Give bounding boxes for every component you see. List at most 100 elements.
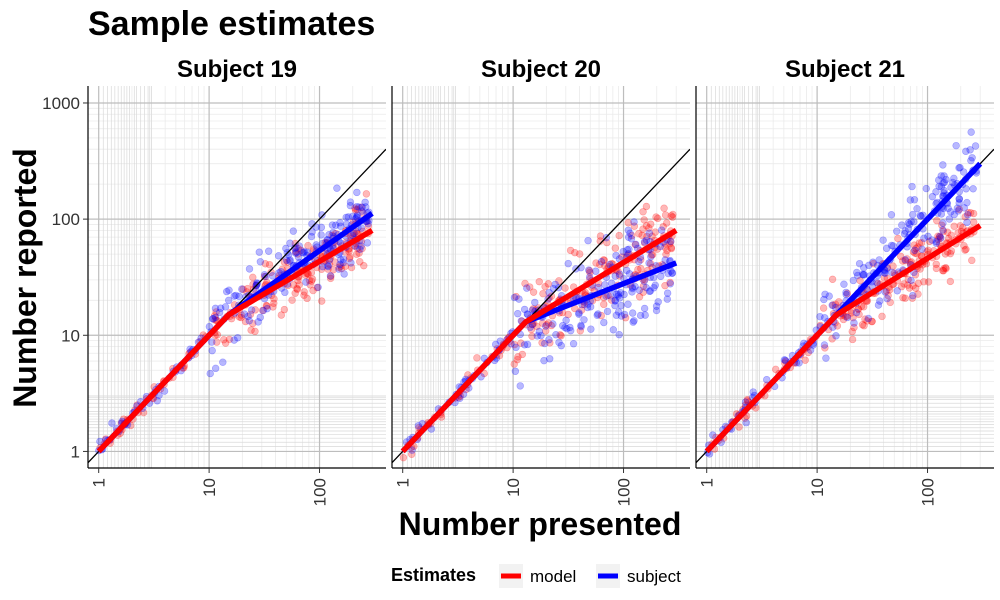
point-subject — [935, 182, 943, 191]
point-subject — [516, 382, 524, 390]
point-model — [309, 286, 317, 295]
point-subject — [545, 288, 553, 297]
legend-label-subject: subject — [627, 567, 681, 586]
point-model — [300, 288, 308, 296]
point-subject — [606, 292, 615, 300]
point-subject — [353, 213, 361, 222]
point-model — [661, 211, 670, 219]
point-subject — [911, 246, 919, 255]
point-subject — [219, 358, 227, 366]
point-model — [899, 294, 907, 302]
point-subject — [651, 281, 659, 289]
point-model — [637, 256, 645, 264]
point-subject — [882, 244, 891, 253]
point-subject — [208, 346, 216, 355]
point-model — [962, 245, 970, 254]
point-model — [946, 249, 955, 258]
point-subject — [597, 257, 606, 266]
point-subject — [709, 431, 717, 439]
point-model — [331, 258, 339, 266]
point-subject — [358, 207, 366, 215]
point-subject — [945, 215, 954, 223]
point-subject — [240, 310, 249, 318]
point-model — [212, 308, 220, 316]
point-subject — [910, 218, 918, 226]
point-subject — [216, 304, 225, 312]
point-model — [950, 222, 958, 230]
point-subject — [614, 292, 622, 300]
point-model — [304, 241, 312, 250]
point-subject — [955, 164, 963, 172]
point-model — [938, 221, 946, 229]
point-subject — [286, 256, 294, 264]
point-subject — [427, 425, 436, 433]
point-model — [652, 213, 660, 221]
point-subject — [510, 293, 519, 302]
point-subject — [963, 211, 972, 219]
point-subject — [971, 142, 980, 150]
point-subject — [628, 309, 637, 317]
point-subject — [160, 387, 169, 395]
point-model — [237, 311, 246, 319]
point-subject — [869, 258, 877, 266]
point-subject — [292, 249, 300, 257]
point-model — [666, 278, 674, 287]
point-subject — [646, 287, 655, 295]
point-model — [956, 222, 964, 230]
point-model — [635, 293, 644, 301]
point-subject — [317, 231, 325, 239]
point-model — [833, 322, 842, 330]
point-model — [648, 232, 656, 240]
point-model — [280, 258, 289, 266]
point-subject — [625, 270, 634, 278]
point-subject — [657, 272, 665, 280]
point-subject — [641, 311, 649, 319]
point-subject — [928, 192, 937, 201]
point-model — [914, 243, 922, 251]
point-subject — [615, 330, 623, 339]
point-model — [596, 260, 604, 269]
point-model — [669, 210, 677, 219]
point-subject — [537, 331, 545, 340]
point-subject — [657, 226, 666, 234]
point-model — [586, 268, 594, 277]
point-subject — [663, 289, 672, 297]
point-model — [848, 327, 856, 336]
point-model — [303, 294, 311, 303]
x-tick-label: 100 — [615, 478, 634, 506]
point-subject — [617, 312, 626, 320]
point-model — [900, 280, 908, 288]
point-model — [911, 271, 920, 279]
panel-2: Subject 20 1 10 100 — [391, 56, 690, 506]
point-subject — [950, 210, 959, 219]
point-model — [859, 303, 868, 311]
point-subject — [563, 324, 571, 333]
y-tick-label: 100 — [52, 210, 80, 229]
point-subject — [96, 437, 104, 446]
point-subject — [268, 272, 277, 280]
point-subject — [918, 245, 926, 253]
x-tick-label: 10 — [808, 478, 827, 497]
point-model — [635, 229, 643, 238]
point-model — [359, 209, 367, 217]
point-model — [213, 331, 222, 339]
point-subject — [640, 304, 649, 313]
point-subject — [586, 303, 595, 311]
point-model — [306, 281, 314, 289]
point-model — [325, 260, 334, 268]
point-model — [663, 246, 671, 255]
point-model — [210, 312, 219, 320]
point-model — [661, 240, 670, 248]
point-model — [337, 264, 346, 273]
point-model — [829, 301, 837, 309]
point-subject — [245, 265, 254, 273]
point-subject — [211, 304, 220, 313]
point-subject — [302, 278, 310, 286]
point-model — [547, 321, 556, 330]
point-model — [660, 204, 668, 212]
point-model — [924, 278, 933, 286]
point-model — [939, 227, 948, 235]
point-subject — [842, 290, 850, 299]
point-subject — [562, 316, 570, 325]
point-subject — [567, 326, 575, 335]
